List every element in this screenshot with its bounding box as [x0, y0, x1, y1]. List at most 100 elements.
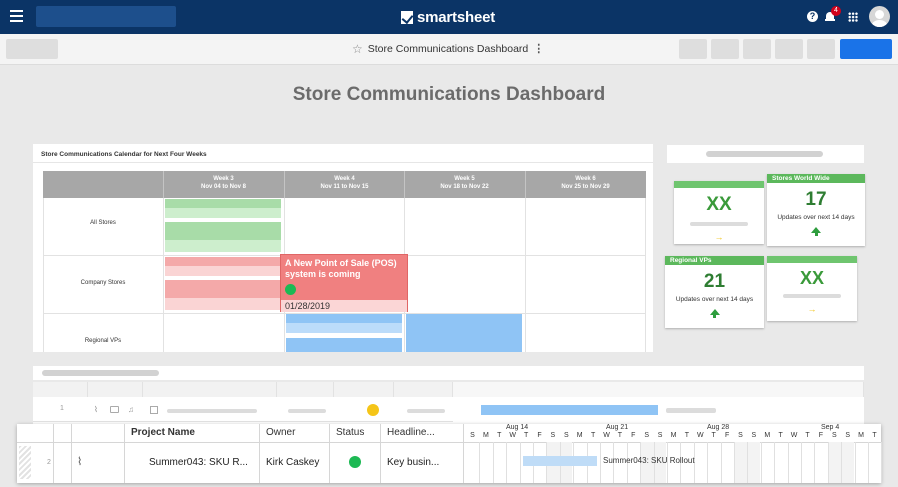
gantt-day-label: S — [470, 432, 475, 439]
week-name: Week 6 — [575, 176, 596, 182]
row-drag-handle[interactable] — [19, 446, 31, 479]
sheet-header-cell — [33, 382, 88, 397]
calendar-event[interactable] — [165, 257, 281, 266]
headline-column — [381, 424, 464, 483]
toolbar-button-3[interactable] — [743, 39, 771, 59]
gantt-gridline — [640, 442, 642, 483]
gantt-day-label: W — [603, 432, 610, 439]
metric-card-placeholder-2[interactable]: XX → — [767, 256, 857, 321]
status-green-dot-icon[interactable] — [349, 456, 361, 468]
column-header-status[interactable]: Status — [336, 427, 365, 438]
gantt-gridline — [667, 442, 668, 483]
attachment-icon[interactable]: ⌇ — [77, 456, 83, 468]
gantt-day-label: S — [563, 432, 569, 439]
project-name-cell[interactable]: Summer043: SKU R... — [149, 457, 248, 468]
user-avatar[interactable] — [869, 6, 890, 27]
column-header-headline[interactable]: Headline... — [387, 427, 435, 438]
calendar-event[interactable] — [165, 240, 281, 252]
calendar-row-label: Company Stores — [80, 280, 126, 286]
trend-up-arrow-icon — [811, 227, 821, 236]
gantt-day-label: F — [818, 432, 824, 439]
smartsheet-logo-icon — [401, 10, 413, 24]
gantt-gridline — [626, 442, 628, 483]
metric-value: XX — [799, 268, 824, 288]
gantt-day-label: T — [805, 432, 810, 439]
sheet-widget-header — [33, 366, 864, 380]
calendar-event[interactable] — [165, 298, 281, 310]
calendar-event[interactable] — [286, 338, 402, 352]
favorite-star-icon[interactable]: ☆ — [352, 41, 363, 56]
toolbar-button-2[interactable] — [711, 39, 739, 59]
gantt-gridline — [827, 442, 829, 483]
row-number: 1 — [60, 405, 64, 412]
calendar-event[interactable] — [165, 208, 281, 218]
gantt-day-label: S — [738, 432, 743, 439]
header-divider — [17, 442, 881, 443]
gantt-gridline — [653, 442, 655, 483]
gantt-gridline — [841, 442, 843, 483]
notification-count-badge: 4 — [831, 6, 841, 16]
calendar-event[interactable] — [286, 314, 402, 323]
row-form-icon[interactable] — [150, 406, 158, 414]
calendar-widget: Store Communications Calendar for Next F… — [33, 144, 653, 352]
gantt-day-label: W — [790, 432, 798, 439]
column-header-owner[interactable]: Owner — [266, 427, 296, 438]
top-bar: smartsheet ? 4 — [0, 0, 898, 34]
gantt-bar[interactable] — [481, 405, 658, 415]
column-header-project-name[interactable]: Project Name — [131, 427, 195, 438]
owner-cell[interactable]: Kirk Caskey — [266, 457, 320, 468]
sheet-header-cell — [143, 382, 277, 397]
gantt-month-label: Aug 14 — [506, 424, 529, 431]
sheet-header-cell — [394, 382, 453, 397]
gantt-gridline — [613, 442, 615, 483]
gantt-gridline — [600, 442, 601, 483]
calendar-gridline — [163, 198, 164, 352]
calendar-event[interactable] — [165, 280, 281, 298]
metric-card-regional-vps[interactable]: Regional VPs 21 Updates over next 14 day… — [665, 256, 764, 328]
gantt-day-label: M — [482, 432, 489, 439]
sheet-header-cell — [277, 382, 334, 397]
comment-icon[interactable] — [110, 406, 119, 413]
calendar-event[interactable] — [165, 222, 281, 240]
gantt-day-label: F — [631, 432, 636, 439]
toolbar-button-4[interactable] — [775, 39, 803, 59]
help-icon[interactable]: ? — [807, 11, 818, 22]
toolbar-button-5[interactable] — [807, 39, 835, 59]
gantt-bar[interactable] — [523, 456, 597, 466]
more-options-icon[interactable]: ⋮ — [533, 43, 545, 55]
apps-grid-icon[interactable] — [848, 12, 858, 22]
gantt-gridline — [693, 442, 695, 483]
gantt-day-label: S — [751, 432, 757, 439]
selected-row-overlay[interactable]: Project Name Owner Status Headline... 2 … — [17, 424, 883, 483]
toolbar-button-1[interactable] — [679, 39, 707, 59]
event-popup[interactable]: A New Point of Sale (POS) system is comi… — [280, 254, 408, 312]
notifications-bell-icon[interactable] — [825, 11, 835, 22]
global-search-box[interactable] — [36, 6, 176, 27]
metric-card-stores-world-wide[interactable]: Stores World Wide 17 Updates over next 1… — [767, 174, 865, 246]
calendar-event[interactable] — [406, 314, 522, 352]
owner-column — [260, 424, 330, 483]
share-button[interactable] — [840, 39, 892, 59]
gantt-gridline — [707, 442, 709, 483]
sheet-row[interactable] — [33, 397, 453, 422]
gantt-bar-label: Summer043: SKU Rollout — [603, 456, 695, 465]
metric-card-placeholder-1[interactable]: XX → — [674, 181, 764, 244]
gantt-day-label: T — [523, 432, 529, 439]
headline-cell[interactable]: Key busin... — [387, 457, 440, 468]
attachment-column — [54, 424, 72, 483]
calendar-week-header: Week 4 Nov 11 to Nov 15 — [284, 171, 404, 198]
week-range: Nov 18 to Nov 22 — [440, 184, 489, 190]
menu-icon[interactable] — [10, 10, 23, 22]
gantt-month-label: Aug 21 — [606, 424, 629, 431]
reminder-bell-icon[interactable]: ♫ — [128, 405, 134, 414]
calendar-event[interactable] — [165, 266, 281, 276]
project-name-column — [125, 424, 260, 483]
calendar-event[interactable] — [165, 199, 281, 208]
attachment-icon[interactable]: ⌇ — [94, 405, 98, 414]
toolbar-left-button[interactable] — [6, 39, 58, 59]
cell-placeholder — [288, 409, 326, 413]
smartsheet-logo[interactable]: smartsheet — [401, 8, 495, 26]
gantt-day-label: S — [550, 432, 556, 439]
calendar-event[interactable] — [286, 323, 402, 333]
gantt-gridline — [519, 442, 521, 483]
